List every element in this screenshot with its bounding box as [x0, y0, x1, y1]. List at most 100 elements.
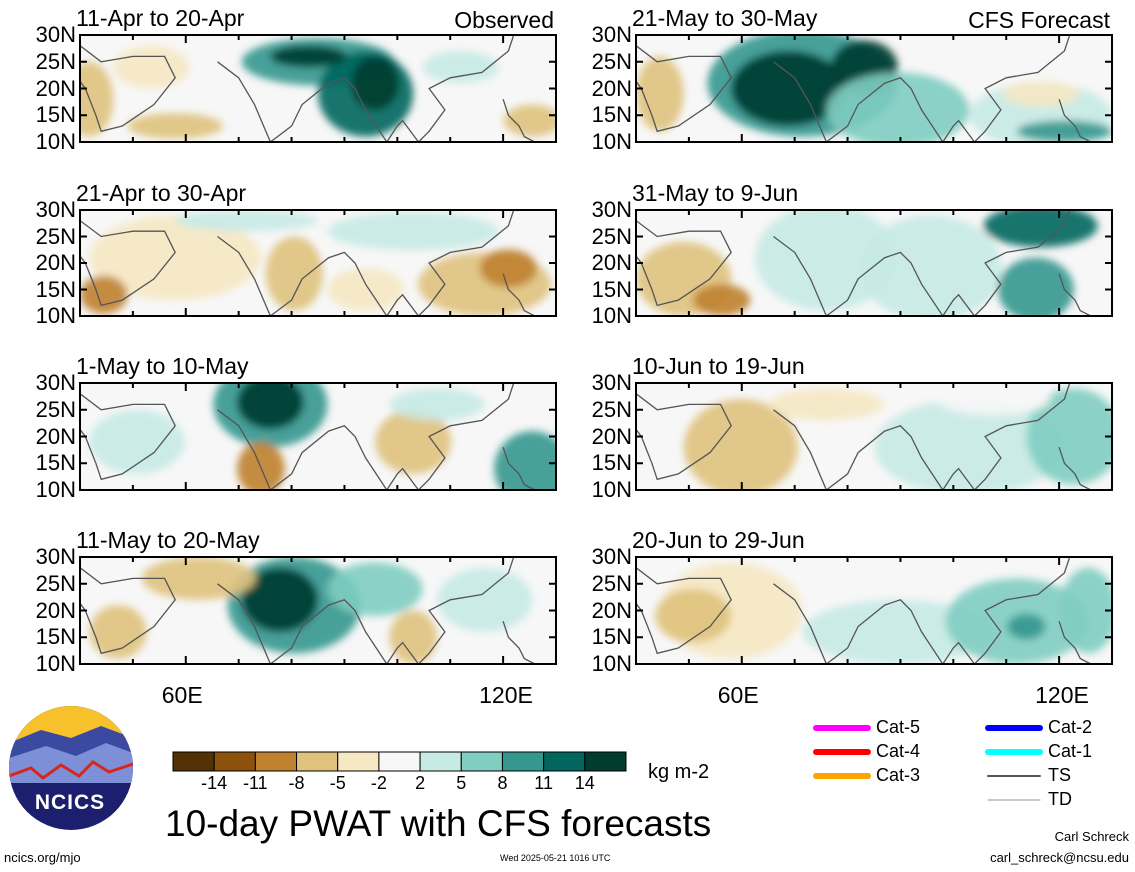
anomaly-blob	[503, 104, 556, 137]
anomaly-blob	[422, 51, 499, 84]
anomaly-blob	[89, 409, 185, 474]
map-panel	[635, 34, 1113, 143]
legend-label: Cat-5	[876, 717, 921, 737]
anomaly-blob	[237, 383, 304, 430]
legend-label: Cat-1	[1048, 741, 1093, 761]
coastline	[636, 45, 732, 133]
y-tick-label: 30N	[591, 544, 632, 569]
anomaly-blob	[127, 113, 223, 139]
y-tick-label: 15N	[35, 450, 76, 476]
colorbar-swatch	[172, 751, 215, 772]
colorbar-label: -8	[288, 773, 305, 793]
anomaly-blob	[935, 383, 1051, 416]
anomaly-blob	[1059, 567, 1112, 654]
anomaly-blob	[237, 441, 285, 490]
panel-date-range: 1-May to 10-May	[76, 353, 249, 379]
anomaly-blob	[479, 249, 537, 288]
y-tick-label: 15N	[35, 624, 76, 650]
colorbar-swatch	[213, 751, 256, 772]
anomaly-blob	[769, 388, 884, 421]
coastline	[217, 557, 515, 664]
coastline	[1058, 273, 1092, 316]
anomaly-blob	[494, 431, 556, 490]
coastline	[773, 383, 1071, 490]
coastline	[773, 210, 1071, 316]
map-panel	[635, 556, 1113, 665]
coastline	[773, 557, 1071, 664]
y-tick-label: 25N	[35, 570, 76, 596]
footer-left[interactable]: ncics.org/mjo	[4, 850, 81, 865]
anomaly-blob	[327, 562, 423, 616]
colorbar-swatch	[543, 751, 586, 772]
panel-date-range: 10-Jun to 19-Jun	[632, 353, 805, 379]
anomaly-blob	[802, 599, 993, 664]
legend-label: Cat-3	[876, 765, 921, 785]
colorbar-swatch	[337, 751, 380, 772]
anomaly-blob	[351, 56, 399, 110]
coastline	[80, 220, 176, 307]
coastline	[80, 45, 176, 133]
y-tick-label: 20N	[591, 423, 632, 449]
colorbar-label: -11	[243, 773, 268, 793]
anomaly-blob	[241, 567, 318, 632]
colorbar-swatch	[501, 751, 545, 772]
anomaly-blob	[683, 399, 798, 490]
coastline	[80, 567, 176, 655]
y-tick-label: 15N	[35, 276, 76, 302]
colorbar-label: 14	[574, 773, 595, 793]
anomaly-blob	[89, 605, 147, 659]
anomaly-blob	[755, 210, 898, 311]
y-tick-label: 20N	[591, 75, 632, 101]
anomaly-blob	[270, 45, 347, 68]
coastline	[80, 393, 176, 481]
y-tick-label: 25N	[591, 396, 632, 422]
footer-timestamp: Wed 2025-05-21 1016 UTC	[500, 853, 611, 863]
coastline	[636, 567, 732, 655]
legend-label: TD	[1048, 789, 1072, 809]
coastline	[217, 383, 515, 490]
anomaly-blob	[175, 210, 318, 232]
y-tick-label: 15N	[35, 102, 76, 128]
panel-date-range: 31-May to 9-Jun	[632, 180, 799, 206]
colorbar-label: -14	[201, 773, 228, 793]
anomaly-blob	[731, 51, 846, 126]
y-tick-label: 30N	[591, 22, 632, 47]
coastline	[636, 393, 732, 481]
y-tick-label: 15N	[591, 276, 632, 302]
y-tick-label: 20N	[35, 423, 76, 449]
y-tick-label: 30N	[35, 370, 76, 395]
panel-date-range: 11-Apr to 20-Apr	[76, 5, 245, 31]
y-tick-label: 25N	[35, 223, 76, 249]
anomaly-blob	[80, 275, 128, 314]
coastline	[636, 220, 732, 307]
colorbar-label: 11	[534, 773, 553, 793]
anomaly-blob	[437, 567, 533, 632]
map-panel	[79, 209, 557, 317]
anomaly-blob	[1007, 613, 1046, 640]
y-tick-label: 15N	[591, 102, 632, 128]
y-tick-label: 10N	[35, 303, 76, 328]
chart-title: 10-day PWAT with CFS forecasts	[165, 803, 712, 844]
column-label: CFS Forecast	[968, 7, 1110, 33]
coastline	[1058, 98, 1092, 142]
footer-email[interactable]: carl_schreck@ncsu.edu	[990, 850, 1129, 865]
colorbar-swatch	[460, 751, 503, 772]
y-tick-label: 25N	[591, 570, 632, 596]
anomaly-blob	[693, 284, 751, 316]
anomaly-blob	[113, 45, 190, 89]
colorbar-swatch	[254, 751, 298, 772]
coastline	[502, 98, 536, 142]
y-tick-label: 30N	[35, 197, 76, 222]
anomaly-blob	[859, 215, 1003, 316]
legend-label: Cat-2	[1048, 717, 1093, 737]
coastline	[502, 273, 536, 316]
anomaly-blob	[826, 72, 970, 142]
y-tick-label: 25N	[35, 48, 76, 74]
anomaly-blob	[265, 236, 323, 311]
map-panel	[635, 209, 1113, 317]
y-tick-label: 20N	[591, 250, 632, 275]
map-panel	[635, 382, 1113, 491]
anomaly-blob	[389, 610, 438, 664]
x-tick-label: 120E	[1035, 682, 1089, 708]
y-tick-label: 10N	[591, 651, 632, 676]
